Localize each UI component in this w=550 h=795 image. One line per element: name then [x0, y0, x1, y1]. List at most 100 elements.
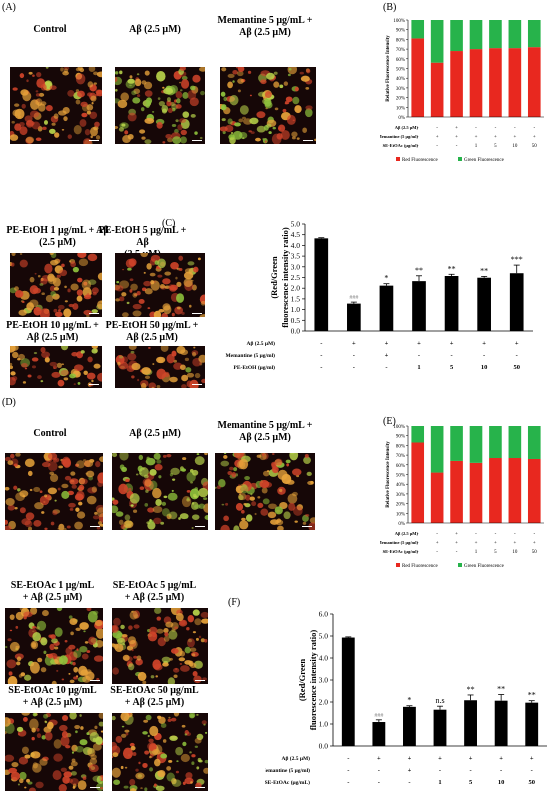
red-bar	[430, 62, 444, 117]
y-tick-label: 70%	[396, 454, 405, 459]
y-tick-label: 0%	[398, 116, 405, 121]
bar	[412, 281, 426, 331]
y-tick-label: 50%	[396, 474, 405, 479]
condition-value: +	[530, 755, 534, 762]
condition-value: +	[469, 755, 473, 762]
green-bar	[489, 20, 502, 49]
condition-value: -	[436, 532, 438, 537]
condition-value: -	[378, 767, 380, 774]
condition-value: -	[456, 144, 458, 149]
y-tick-label: 1.0	[291, 305, 301, 314]
panel-label-e: (E)	[383, 416, 396, 427]
green-bar	[508, 20, 522, 49]
bar	[464, 700, 477, 746]
significance-mark: ###	[374, 713, 383, 719]
green-bar	[430, 20, 444, 63]
condition-value: +	[438, 755, 442, 762]
condition-value: -	[418, 352, 420, 359]
y-tick-label: 4.0	[319, 654, 329, 663]
condition-label: Aβ (2.5 μM)	[395, 125, 419, 130]
bar	[444, 276, 459, 331]
panel-f-title-1: SE-EtOAc 1 μg/mL + Aβ (2.5 μM)	[10, 580, 95, 603]
y-tick-label: 90%	[396, 29, 405, 34]
condition-value: -	[514, 532, 516, 537]
y-tick-label: 2.5	[291, 273, 301, 282]
micrograph	[112, 713, 208, 791]
bar	[379, 285, 394, 331]
chart-e: 0% 10% 20% 30% 40% 50% 60% 70% 80% 90% 100% Relativ…	[380, 425, 544, 569]
condition-value: -	[320, 364, 322, 371]
condition-value: -	[439, 767, 441, 774]
condition-value: 5	[494, 144, 497, 149]
condition-value: 50	[528, 779, 535, 786]
condition-value: +	[482, 340, 486, 347]
condition-value: 5	[450, 364, 454, 371]
condition-label: Memantine (5 μg/ml)	[380, 134, 418, 139]
legend-label: Green Fluorescence	[464, 158, 505, 163]
condition-value: -	[417, 532, 419, 537]
significance-mark: *	[384, 274, 388, 283]
condition-value: -	[495, 532, 497, 537]
condition-value: -	[500, 767, 502, 774]
condition-label: SE-EtOAc (μg/ml)	[383, 143, 419, 148]
bar	[509, 273, 524, 331]
significance-mark: ###	[349, 295, 358, 301]
condition-value: +	[436, 135, 439, 140]
bar	[433, 709, 447, 746]
y-tick-label: 40%	[396, 77, 405, 82]
significance-mark: **	[480, 266, 488, 275]
condition-value: +	[455, 126, 458, 131]
condition-value: -	[417, 135, 419, 140]
condition-value: -	[533, 126, 535, 131]
condition-value: -	[417, 550, 419, 555]
significance-mark: *	[407, 696, 411, 705]
bar	[372, 722, 386, 746]
significance-mark: n.s	[435, 696, 444, 705]
condition-value: -	[495, 126, 497, 131]
micrograph	[215, 453, 315, 530]
red-bar	[411, 38, 425, 117]
green-bar	[430, 426, 444, 473]
panel-a-title-memantine: Memantine 5 μg/mL + Aβ (2.5 μM)	[217, 15, 313, 38]
panel-label-b: (B)	[383, 2, 397, 13]
condition-value: 1	[475, 550, 478, 555]
condition-value: -	[483, 352, 485, 359]
green-bar	[527, 426, 541, 459]
y-tick-label: 20%	[396, 97, 405, 102]
y-tick-label: 4.5	[291, 230, 301, 239]
condition-value: -	[456, 550, 458, 555]
condition-value: -	[516, 352, 518, 359]
y-tick-label: 5.0	[291, 220, 301, 229]
bar	[525, 702, 539, 746]
condition-value: 50	[513, 364, 520, 371]
condition-value: -	[347, 767, 349, 774]
y-tick-label: 40%	[396, 483, 405, 488]
significance-mark: ***	[511, 255, 523, 264]
y-tick-label: 0.0	[291, 327, 301, 336]
y-tick-label: 50%	[396, 68, 405, 73]
micrograph	[115, 346, 205, 388]
y-tick-label: 4.0	[291, 241, 301, 250]
condition-value: 5	[469, 779, 473, 786]
condition-value: -	[378, 779, 380, 786]
condition-value: -	[353, 364, 355, 371]
condition-value: 1	[417, 364, 420, 371]
condition-value: +	[455, 532, 458, 537]
green-bar	[411, 20, 425, 39]
micrograph	[10, 253, 102, 317]
significance-mark: **	[467, 685, 475, 694]
condition-value: 10	[512, 550, 518, 555]
condition-value: +	[408, 755, 412, 762]
panel-d-title-memantine: Memantine 5 μg/mL + Aβ (2.5 μM)	[217, 420, 313, 443]
y-axis-label: fluorescence intensity ratio)	[308, 630, 318, 731]
condition-value: -	[475, 126, 477, 131]
condition-label: Aβ (2.5 μM)	[247, 340, 276, 347]
y-tick-label: 2.0	[291, 284, 301, 293]
red-bar	[469, 462, 483, 523]
red-bar	[430, 472, 444, 523]
red-bar	[450, 460, 463, 523]
green-bar	[469, 426, 483, 463]
condition-value: +	[455, 541, 458, 546]
condition-label: Aβ (2.5 μM)	[395, 531, 419, 536]
y-tick-label: 20%	[396, 503, 405, 508]
